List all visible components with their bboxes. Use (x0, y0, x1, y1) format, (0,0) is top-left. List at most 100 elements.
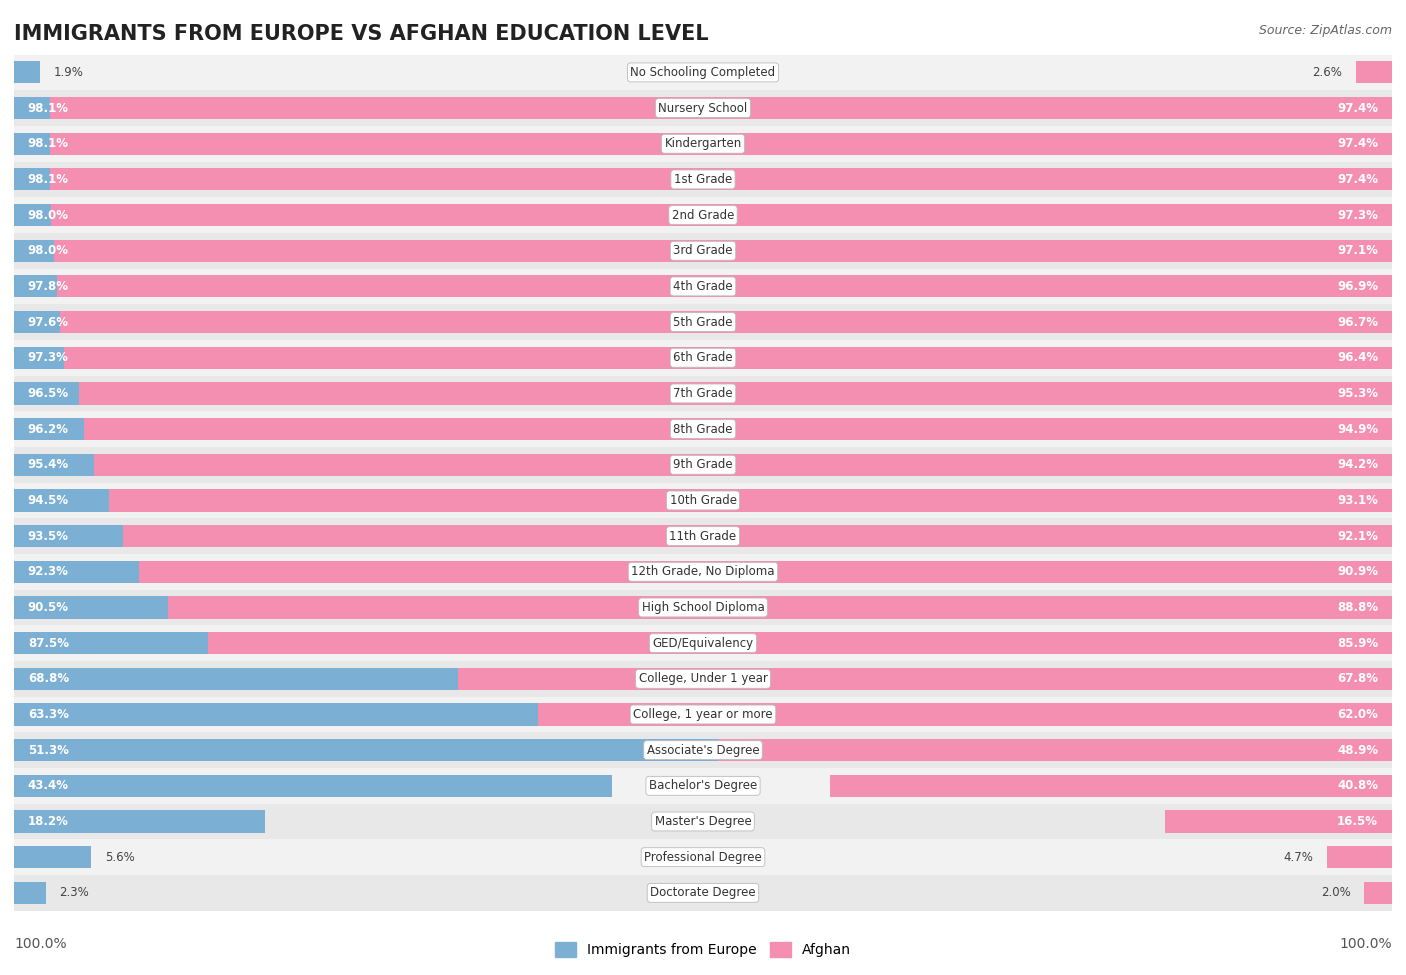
Text: High School Diploma: High School Diploma (641, 601, 765, 614)
Text: Doctorate Degree: Doctorate Degree (650, 886, 756, 899)
Text: 68.8%: 68.8% (28, 673, 69, 685)
Bar (208, 632, 1392, 654)
Bar (14, 340, 1392, 375)
Text: Source: ZipAtlas.com: Source: ZipAtlas.com (1258, 24, 1392, 37)
Bar (14, 347, 1355, 369)
Text: 87.5%: 87.5% (28, 637, 69, 649)
Bar (51, 204, 1392, 226)
Bar (14, 98, 1365, 119)
Text: 98.1%: 98.1% (28, 101, 69, 115)
Bar (14, 382, 1344, 405)
Text: 94.9%: 94.9% (1337, 422, 1378, 436)
Bar (122, 526, 1392, 547)
Bar (14, 519, 1392, 554)
Bar (14, 268, 1392, 304)
Text: 2nd Grade: 2nd Grade (672, 209, 734, 221)
Text: 95.3%: 95.3% (1337, 387, 1378, 400)
Bar (14, 625, 1392, 661)
Text: 10th Grade: 10th Grade (669, 494, 737, 507)
Bar (49, 169, 1392, 190)
Bar (56, 275, 1392, 297)
Bar (14, 875, 1392, 911)
Text: 95.4%: 95.4% (28, 458, 69, 471)
Text: 93.1%: 93.1% (1337, 494, 1378, 507)
Bar (537, 703, 1392, 725)
Text: 16.5%: 16.5% (1337, 815, 1378, 828)
Text: 9th Grade: 9th Grade (673, 458, 733, 471)
Text: Kindergarten: Kindergarten (665, 137, 741, 150)
Bar (14, 839, 1392, 875)
Text: Professional Degree: Professional Degree (644, 850, 762, 864)
Bar (14, 846, 91, 868)
Bar (14, 881, 46, 904)
Text: IMMIGRANTS FROM EUROPE VS AFGHAN EDUCATION LEVEL: IMMIGRANTS FROM EUROPE VS AFGHAN EDUCATI… (14, 24, 709, 45)
Text: 62.0%: 62.0% (1337, 708, 1378, 721)
Text: 98.0%: 98.0% (28, 245, 69, 257)
Bar (14, 418, 1340, 440)
Text: 1st Grade: 1st Grade (673, 173, 733, 186)
Bar (14, 311, 1358, 333)
Bar (59, 311, 1392, 333)
Text: 96.9%: 96.9% (1337, 280, 1378, 292)
Bar (1364, 881, 1392, 904)
Bar (14, 632, 1220, 654)
Bar (14, 91, 1392, 126)
Bar (14, 61, 41, 84)
Bar (139, 561, 1392, 583)
Text: 51.3%: 51.3% (28, 744, 69, 757)
Bar (14, 126, 1392, 162)
Bar (14, 810, 264, 833)
Text: 97.4%: 97.4% (1337, 173, 1378, 186)
Bar (14, 803, 1392, 839)
Text: 43.4%: 43.4% (28, 779, 69, 793)
Text: College, 1 year or more: College, 1 year or more (633, 708, 773, 721)
Text: 100.0%: 100.0% (14, 937, 66, 951)
Bar (1357, 61, 1392, 84)
Text: 96.7%: 96.7% (1337, 316, 1378, 329)
Text: College, Under 1 year: College, Under 1 year (638, 673, 768, 685)
Text: 2.3%: 2.3% (59, 886, 89, 899)
Text: 92.1%: 92.1% (1337, 529, 1378, 543)
Bar (14, 169, 1365, 190)
Bar (14, 453, 1329, 476)
Bar (14, 775, 612, 797)
Bar (14, 489, 1316, 512)
Bar (14, 304, 1392, 340)
Bar (14, 554, 1392, 590)
Text: 98.1%: 98.1% (28, 173, 69, 186)
Bar (14, 55, 1392, 91)
Bar (14, 661, 1392, 697)
Text: 6th Grade: 6th Grade (673, 351, 733, 365)
Text: 94.5%: 94.5% (28, 494, 69, 507)
Bar (14, 162, 1392, 197)
Text: 48.9%: 48.9% (1337, 744, 1378, 757)
Bar (14, 697, 1392, 732)
Text: 4th Grade: 4th Grade (673, 280, 733, 292)
Bar (14, 732, 1392, 768)
Text: Nursery School: Nursery School (658, 101, 748, 115)
Text: 97.4%: 97.4% (1337, 137, 1378, 150)
Bar (53, 240, 1392, 262)
Bar (1327, 846, 1392, 868)
Bar (718, 739, 1392, 761)
Text: 97.4%: 97.4% (1337, 101, 1378, 115)
Text: 63.3%: 63.3% (28, 708, 69, 721)
Bar (14, 768, 1392, 803)
Text: 96.5%: 96.5% (28, 387, 69, 400)
Text: GED/Equivalency: GED/Equivalency (652, 637, 754, 649)
Text: 12th Grade, No Diploma: 12th Grade, No Diploma (631, 566, 775, 578)
Bar (94, 453, 1392, 476)
Bar (14, 561, 1286, 583)
Text: 90.9%: 90.9% (1337, 566, 1378, 578)
Bar (14, 204, 1364, 226)
Bar (14, 703, 886, 725)
Bar (79, 382, 1392, 405)
Text: 97.3%: 97.3% (1337, 209, 1378, 221)
Bar (458, 668, 1392, 690)
Text: 100.0%: 100.0% (1340, 937, 1392, 951)
Bar (1164, 810, 1392, 833)
Bar (14, 447, 1392, 483)
Text: 11th Grade: 11th Grade (669, 529, 737, 543)
Bar (14, 597, 1261, 618)
Bar (14, 275, 1361, 297)
